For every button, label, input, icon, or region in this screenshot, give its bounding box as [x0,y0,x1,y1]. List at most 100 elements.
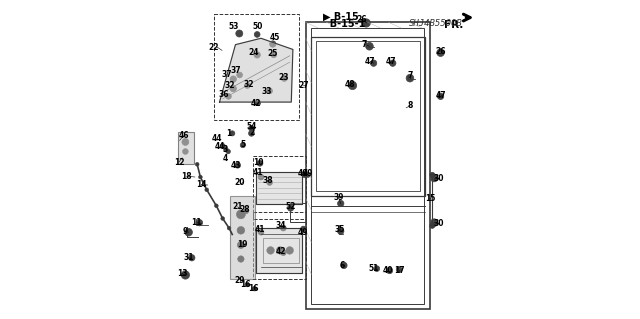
Circle shape [223,147,228,152]
Text: 25: 25 [268,49,278,58]
Circle shape [243,209,248,214]
Text: 49: 49 [298,228,308,237]
Text: 30: 30 [433,219,444,228]
Bar [178,132,194,164]
Text: ▶ B-15: ▶ B-15 [323,11,358,22]
Circle shape [305,172,310,177]
Circle shape [245,282,250,287]
Text: 6: 6 [339,261,344,270]
Text: 32: 32 [244,80,255,89]
Circle shape [301,226,307,232]
Text: B-15-1: B-15-1 [323,19,365,29]
Text: 1: 1 [227,129,232,138]
Circle shape [387,267,393,274]
Text: 30: 30 [433,174,444,182]
Circle shape [248,125,254,131]
Bar [262,238,300,263]
Circle shape [244,83,250,88]
Text: 46: 46 [178,131,189,140]
Text: 11: 11 [191,218,202,227]
Circle shape [189,255,195,261]
Text: 4: 4 [222,154,228,163]
Circle shape [220,144,225,149]
Circle shape [257,160,263,166]
Circle shape [374,266,380,271]
Text: 49: 49 [303,169,313,178]
Circle shape [302,172,308,178]
Text: 16: 16 [248,284,259,293]
Circle shape [286,247,294,254]
Circle shape [237,226,244,234]
Circle shape [254,52,260,58]
Text: 41: 41 [255,225,265,234]
Circle shape [248,130,254,136]
Text: 13: 13 [177,269,188,278]
Circle shape [437,93,444,100]
Text: 17: 17 [394,266,404,275]
Circle shape [390,60,396,66]
Text: 37: 37 [221,70,232,78]
Text: 20: 20 [234,178,245,187]
Text: 42: 42 [276,247,286,256]
Circle shape [198,175,202,179]
Text: 7: 7 [407,71,413,80]
Circle shape [205,188,209,192]
Text: 3: 3 [222,145,228,154]
Text: 15: 15 [425,194,435,203]
Circle shape [226,149,230,154]
Circle shape [267,88,273,94]
Circle shape [195,162,199,166]
Text: 36: 36 [218,90,229,99]
Text: 40: 40 [382,266,393,275]
Circle shape [340,262,347,269]
Circle shape [287,205,294,211]
Circle shape [430,174,438,182]
Text: 39: 39 [333,193,344,202]
Circle shape [396,267,402,272]
Text: 49: 49 [297,169,308,178]
Text: 31: 31 [183,253,194,262]
Circle shape [196,219,203,226]
Circle shape [362,19,371,27]
Circle shape [252,286,257,291]
Text: 24: 24 [248,48,259,57]
Circle shape [236,210,245,219]
Bar [316,41,420,191]
Bar [230,196,255,279]
Text: 14: 14 [196,180,207,189]
Text: 42: 42 [250,99,261,108]
Circle shape [230,131,235,136]
Text: 2: 2 [250,128,255,137]
Circle shape [430,219,438,226]
Circle shape [182,138,189,145]
Bar [253,212,306,279]
Circle shape [237,241,244,249]
Text: 43: 43 [230,161,241,170]
Bar [306,22,430,309]
Circle shape [254,32,260,37]
Circle shape [221,217,225,220]
Circle shape [237,72,243,78]
Text: 33: 33 [261,87,271,96]
Text: 47: 47 [385,57,396,66]
Circle shape [237,256,244,262]
Bar [253,156,306,219]
Text: 41: 41 [253,168,263,177]
Circle shape [258,174,264,180]
Text: 18: 18 [181,172,192,181]
Text: 32: 32 [225,81,236,90]
Circle shape [269,41,276,47]
Text: 7: 7 [362,40,367,48]
Circle shape [214,204,218,208]
Text: 51: 51 [369,264,379,273]
Bar [312,28,424,304]
Polygon shape [256,172,303,204]
Text: 22: 22 [209,43,220,52]
Text: 45: 45 [269,33,280,42]
Text: 50: 50 [252,22,262,31]
Circle shape [236,30,243,37]
Text: 52: 52 [285,202,296,211]
Circle shape [281,75,287,81]
Text: 47: 47 [435,91,446,100]
Circle shape [436,49,444,56]
